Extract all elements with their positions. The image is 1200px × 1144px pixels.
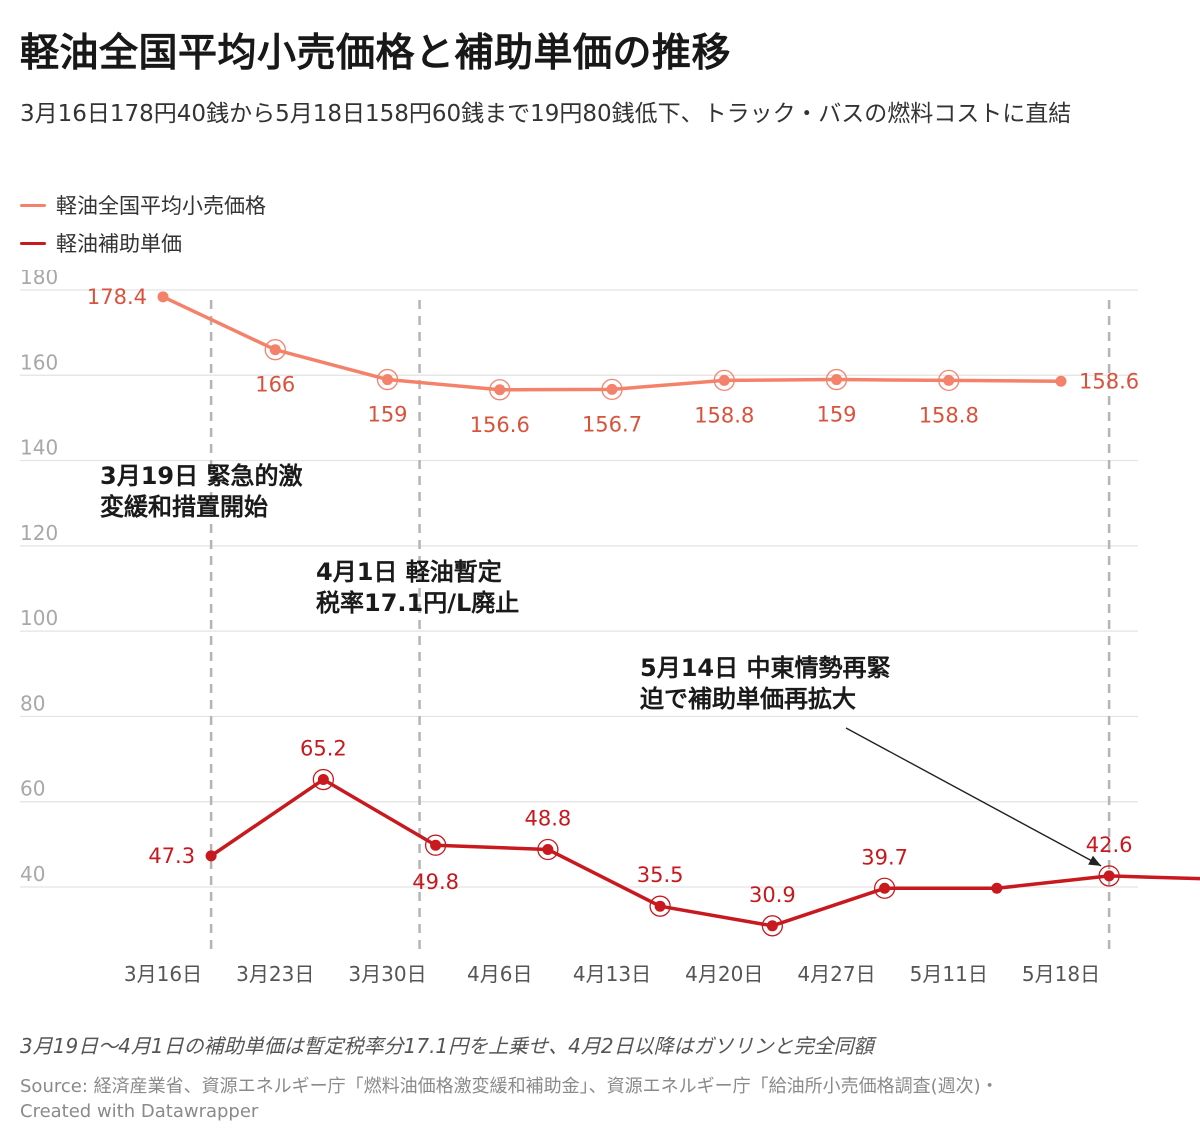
point-ring bbox=[264, 339, 286, 361]
series-subsidy: 47.365.249.848.835.530.939.742.641.8 bbox=[148, 737, 1200, 937]
x-tick-label: 5月11日 bbox=[910, 962, 988, 986]
legend-item-subsidy: 軽油補助単価 bbox=[20, 224, 266, 262]
data-point bbox=[991, 882, 1003, 894]
data-label: 35.5 bbox=[637, 863, 684, 887]
data-point bbox=[1103, 870, 1115, 882]
data-point bbox=[382, 374, 393, 386]
annotation-text: 5月14日 中東情勢再緊 bbox=[640, 654, 890, 682]
data-label: 48.8 bbox=[524, 806, 571, 830]
y-tick-label-100: 100 bbox=[20, 606, 58, 630]
data-point bbox=[494, 384, 506, 396]
point-ring bbox=[649, 895, 671, 917]
annotation-text: 4月1日 軽油暫定 bbox=[316, 558, 502, 586]
source-block: Source: 経済産業省、資源エネルギー庁「燃料油価格激変緩和補助金」、資源エ… bbox=[20, 1074, 1180, 1124]
data-point bbox=[879, 882, 891, 894]
data-point bbox=[606, 383, 618, 395]
annotation-arrow bbox=[845, 727, 1102, 867]
x-tick-label: 3月30日 bbox=[348, 962, 426, 986]
y-tick-label-180: 180 bbox=[20, 270, 58, 289]
chart-subtitle: 3月16日178円40銭から5月18日158円60銭まで19円80銭低下、トラッ… bbox=[20, 101, 1072, 127]
data-point bbox=[430, 839, 442, 851]
x-tick-label: 3月16日 bbox=[124, 962, 202, 986]
point-ring bbox=[713, 369, 735, 392]
x-tick-label: 4月6日 bbox=[467, 962, 532, 986]
data-point bbox=[542, 843, 554, 855]
y-tick-label-120: 120 bbox=[20, 521, 58, 545]
grid-lines bbox=[20, 289, 1138, 888]
data-point bbox=[831, 374, 842, 386]
data-point bbox=[1055, 375, 1067, 387]
x-axis-tick-labels: 3月16日 3月23日 3月30日 4月6日 4月13日 4月20日 4月27日 5月11日 5… bbox=[124, 962, 1100, 986]
y-tick-label-40: 40 bbox=[20, 862, 45, 886]
point-ring bbox=[938, 369, 960, 392]
legend-swatch-price bbox=[20, 203, 46, 207]
point-ring bbox=[825, 368, 848, 391]
x-tick-label: 4月27日 bbox=[797, 962, 875, 986]
y-tick-label-60: 60 bbox=[20, 777, 45, 801]
data-label: 159 bbox=[816, 403, 856, 427]
y-axis-tick-labels: 40 60 80 100 120 140 160 180 bbox=[20, 270, 58, 886]
x-tick-label: 5月18日 bbox=[1022, 962, 1100, 986]
data-label: 159 bbox=[367, 403, 407, 427]
point-ring bbox=[424, 834, 447, 856]
annotation-text: 3月19日 緊急的激 bbox=[100, 462, 302, 490]
data-point bbox=[766, 920, 778, 932]
data-label: 166 bbox=[255, 373, 295, 397]
data-point bbox=[157, 291, 169, 303]
data-label: 49.8 bbox=[412, 870, 459, 894]
data-label: 158.8 bbox=[919, 403, 979, 427]
series-line bbox=[210, 777, 1200, 928]
line-chart: 40 60 80 100 120 140 160 180 3月16日 3月23日 3月30日 4月6… bbox=[20, 270, 1200, 986]
y-tick-label-160: 160 bbox=[20, 350, 58, 374]
point-ring bbox=[873, 877, 896, 899]
point-ring bbox=[376, 368, 399, 391]
data-label: 47.3 bbox=[148, 844, 195, 868]
annotation-text: 迫で補助単価再拡大 bbox=[640, 685, 856, 713]
data-point bbox=[654, 900, 666, 912]
point-ring bbox=[312, 768, 335, 791]
x-tick-label: 4月13日 bbox=[573, 962, 651, 986]
x-tick-label: 4月20日 bbox=[685, 962, 763, 986]
chart-note: 3月19日～4月1日の補助単価は暫定税率分17.1円を上乗せ、4月2日以降はガソ… bbox=[20, 1034, 874, 1058]
y-tick-label-80: 80 bbox=[20, 691, 45, 715]
data-point bbox=[718, 374, 730, 386]
source-text: Source: 経済産業省、資源エネルギー庁「燃料油価格激変緩和補助金」、資源エ… bbox=[20, 1076, 999, 1097]
point-ring bbox=[601, 378, 623, 401]
point-ring bbox=[537, 838, 559, 861]
point-ring bbox=[1098, 865, 1120, 887]
y-tick-label-140: 140 bbox=[20, 436, 58, 460]
data-label: 156.7 bbox=[582, 412, 642, 436]
legend-item-price: 軽油全国平均小売価格 bbox=[20, 186, 266, 224]
point-ring bbox=[761, 915, 784, 937]
credit-text: Created with Datawrapper bbox=[20, 1101, 259, 1122]
data-point bbox=[943, 374, 955, 386]
data-label: 30.9 bbox=[749, 883, 796, 907]
data-point bbox=[269, 344, 281, 356]
series-price: 178.4 166 159 156.6 156.7 158.8 159 158.8 158.6 bbox=[87, 285, 1139, 437]
legend-label-subsidy: 軽油補助単価 bbox=[56, 232, 182, 256]
x-tick-label: 3月23日 bbox=[236, 962, 314, 986]
data-label: 42.6 bbox=[1086, 833, 1133, 857]
data-label: 158.8 bbox=[694, 403, 754, 427]
data-label: 158.6 bbox=[1079, 369, 1139, 393]
annotation-text: 税率17.1円/L廃止 bbox=[316, 589, 519, 617]
legend-swatch-subsidy bbox=[20, 241, 46, 245]
data-point bbox=[205, 850, 217, 862]
legend-label-price: 軽油全国平均小売価格 bbox=[56, 194, 266, 218]
chart-title: 軽油全国平均小売価格と補助単価の推移 bbox=[20, 31, 732, 76]
data-point bbox=[317, 774, 329, 786]
annotation-text: 変緩和措置開始 bbox=[100, 493, 268, 521]
point-ring bbox=[489, 379, 511, 401]
data-label: 178.4 bbox=[87, 285, 147, 309]
data-label: 39.7 bbox=[861, 845, 908, 869]
annotation-arrowhead bbox=[1088, 855, 1102, 866]
data-label: 156.6 bbox=[470, 413, 530, 437]
data-label: 65.2 bbox=[300, 737, 347, 761]
legend: 軽油全国平均小売価格 軽油補助単価 bbox=[20, 186, 266, 262]
annotation-lines bbox=[209, 300, 1111, 955]
